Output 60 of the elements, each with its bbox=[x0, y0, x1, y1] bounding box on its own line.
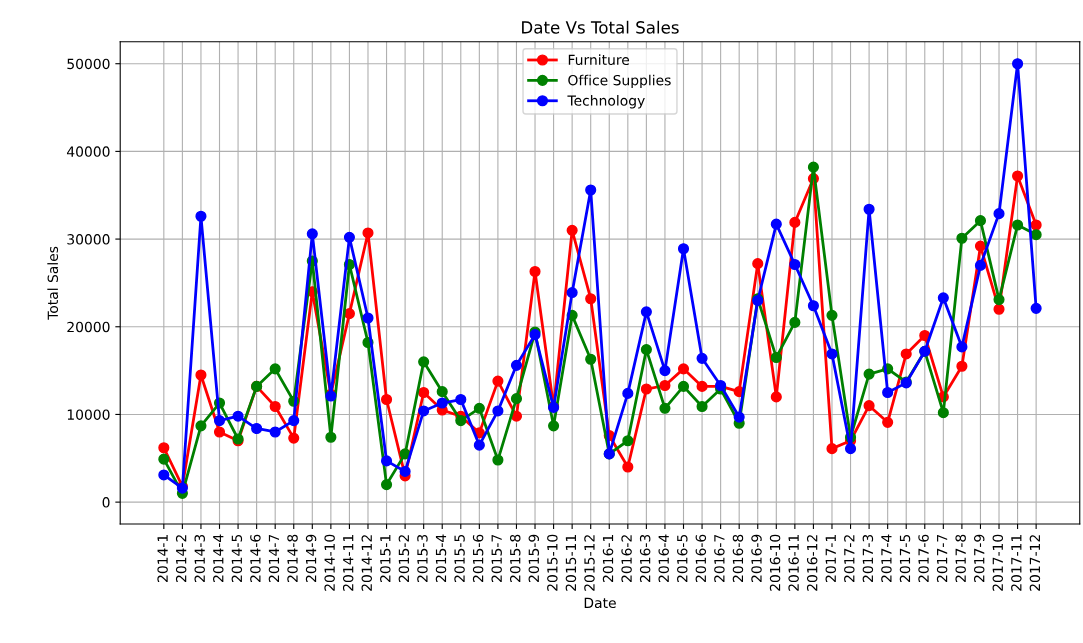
x-tick-label: 2015-8 bbox=[509, 534, 521, 582]
x-tick-label: 2017-1 bbox=[825, 535, 837, 582]
chart-title: Date Vs Total Sales bbox=[522, 20, 679, 34]
x-tick-label: 2014-6 bbox=[250, 534, 261, 582]
x-tick-label: 2014-11 bbox=[342, 535, 354, 591]
x-tick-label: 2014-3 bbox=[194, 534, 205, 582]
x-tick-label: 2016-8 bbox=[732, 534, 744, 582]
x-tick-label: 2017-3 bbox=[862, 534, 874, 582]
y-tick-label: 40000 bbox=[66, 146, 110, 157]
y-tick-label: 30000 bbox=[67, 234, 110, 245]
x-tick-label: 2016-11 bbox=[788, 535, 799, 591]
x-tick-label: 2016-3 bbox=[639, 534, 651, 582]
x-tick-label: 2015-2 bbox=[398, 535, 410, 582]
y-tick-label: 50000 bbox=[67, 58, 110, 70]
x-tick-label: 2016-9 bbox=[751, 534, 762, 582]
x-tick-label: 2016-10 bbox=[769, 534, 781, 591]
x-tick-label: 2015-7 bbox=[491, 534, 502, 582]
x-tick-label: 2017-9 bbox=[973, 534, 985, 582]
y-tick-label: 10000 bbox=[67, 409, 110, 420]
x-tick-label: 2017-4 bbox=[881, 534, 892, 582]
legend-label: Furniture bbox=[568, 54, 630, 66]
x-tick-label: 2014-10 bbox=[324, 534, 335, 591]
x-axis-title: Date bbox=[584, 597, 616, 609]
x-tick-label: 2016-7 bbox=[714, 534, 725, 582]
x-tick-label: 2016-5 bbox=[677, 534, 688, 582]
x-tick-label: 2016-12 bbox=[806, 535, 818, 591]
legend-label: Technology bbox=[567, 95, 645, 109]
x-tick-label: 2017-11 bbox=[1011, 535, 1022, 591]
x-tick-label: 2016-4 bbox=[658, 534, 669, 582]
x-tick-label: 2015-12 bbox=[584, 535, 595, 591]
x-tick-label: 2014-2 bbox=[175, 535, 187, 582]
x-tick-label: 2015-3 bbox=[417, 534, 428, 582]
x-tick-label: 2016-1 bbox=[602, 535, 614, 582]
x-tick-label: 2017-10 bbox=[992, 534, 1004, 591]
x-tick-label: 2015-1 bbox=[380, 535, 391, 582]
x-tick-label: 2015-10 bbox=[547, 534, 558, 591]
x-tick-label: 2017-2 bbox=[844, 535, 855, 582]
x-tick-label: 2016-6 bbox=[695, 534, 707, 582]
x-tick-label: 2017-8 bbox=[955, 534, 966, 582]
x-tick-label: 2014-4 bbox=[213, 534, 224, 582]
x-tick-label: 2015-9 bbox=[528, 534, 540, 582]
x-tick-label: 2017-5 bbox=[899, 534, 911, 582]
x-tick-label: 2017-6 bbox=[918, 534, 929, 582]
x-tick-label: 2015-11 bbox=[565, 535, 577, 591]
x-tick-label: 2014-7 bbox=[268, 534, 280, 582]
y-tick-label: 20000 bbox=[67, 321, 110, 333]
x-tick-label: 2017-12 bbox=[1029, 535, 1041, 591]
x-tick-label: 2014-1 bbox=[157, 535, 168, 582]
x-tick-label: 2014-8 bbox=[287, 534, 298, 582]
x-tick-label: 2014-5 bbox=[231, 534, 243, 582]
legend-label: Office Supplies bbox=[568, 74, 671, 89]
y-tick-label: 0 bbox=[102, 497, 110, 508]
x-tick-label: 2014-9 bbox=[305, 534, 317, 582]
x-tick-label: 2015-5 bbox=[454, 534, 465, 582]
x-tick-label: 2016-2 bbox=[621, 535, 632, 582]
x-tick-label: 2017-7 bbox=[936, 534, 948, 582]
x-tick-label: 2015-6 bbox=[472, 534, 484, 582]
x-tick-label: 2015-4 bbox=[435, 534, 447, 582]
y-axis-title: Total Sales bbox=[47, 246, 59, 320]
x-tick-label: 2014-12 bbox=[361, 535, 373, 591]
